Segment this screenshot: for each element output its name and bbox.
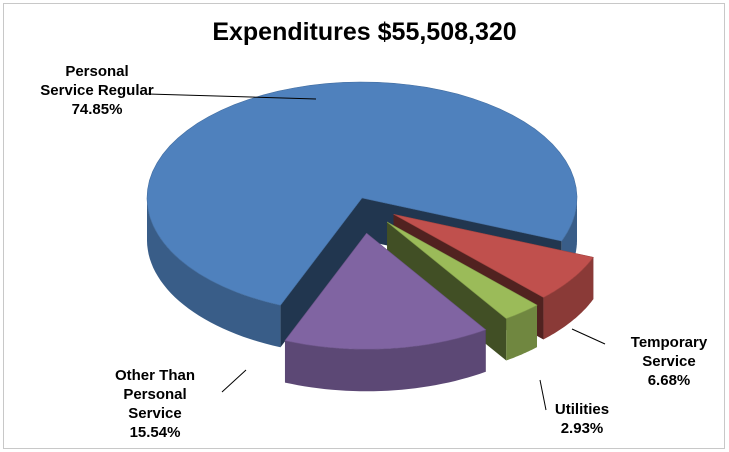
label-utilities-line-1: Utilities — [554, 401, 610, 418]
label-other-than-personal-service-line-1: Other Than — [114, 367, 195, 384]
value-personal-service-regular: 74.85% — [71, 101, 123, 118]
pie-top-temporary-service — [393, 213, 594, 298]
leader-line-temporary-service — [571, 328, 606, 345]
label-personal-service-regular-line-2: Service Regular — [40, 82, 154, 99]
label-other-than-personal-service-line-3: Service — [128, 405, 182, 422]
pie-top-other-than-personal-service — [284, 232, 487, 350]
pie-rim-temporary-service — [543, 257, 594, 340]
label-personal-service-regular-line-1: Personal — [65, 63, 129, 80]
label-temporary-service-line-1: Temporary — [630, 334, 708, 351]
pie-top-utilities — [386, 221, 538, 319]
leader-line-personal-service-regular — [147, 93, 317, 100]
value-temporary-service: 6.68% — [647, 372, 691, 389]
pie-top-personal-service-regular — [146, 81, 578, 306]
pie-rim-other-than-personal-service — [285, 329, 486, 392]
label-utilities: Utilities 2.93% — [532, 400, 632, 438]
pie-rim-utilities — [506, 305, 537, 361]
pie-slice-other-than-personal-service — [284, 232, 487, 392]
label-personal-service-regular: Personal Service Regular 74.85% — [22, 62, 172, 119]
chart-title: Expenditures $55,508,320 — [212, 18, 517, 46]
pie-wall-personal-service-regular-start — [280, 198, 362, 348]
leader-line-utilities — [539, 379, 547, 411]
label-other-than-personal-service-line-2: Personal — [123, 386, 187, 403]
label-temporary-service: Temporary Service 6.68% — [614, 333, 724, 390]
value-other-than-personal-service: 15.54% — [129, 424, 181, 441]
leader-line-other-than-personal-service — [221, 369, 247, 393]
label-temporary-service-line-2: Service — [642, 353, 696, 370]
value-utilities: 2.93% — [560, 420, 604, 437]
pie-rim-personal-service-regular — [147, 198, 281, 348]
label-other-than-personal-service: Other Than Personal Service 15.54% — [85, 366, 225, 442]
